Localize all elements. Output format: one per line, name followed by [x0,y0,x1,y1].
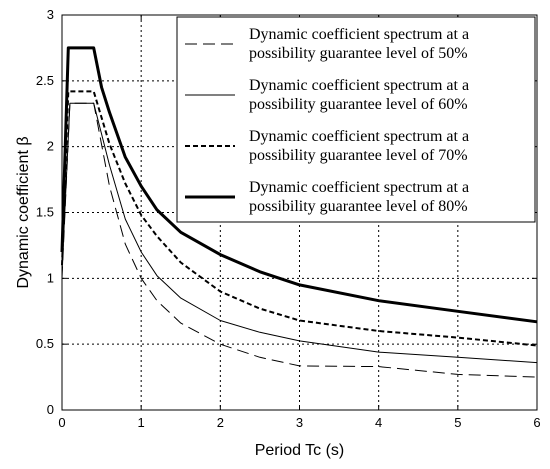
series-line-4 [60,46,538,324]
legend-label-2: Dynamic coefficient spectrum at a [249,77,469,94]
series-line-2 [61,102,538,364]
y-tick-label: 0 [47,402,54,417]
x-tick-label: 5 [454,415,461,430]
legend: Dynamic coefficient spectrum at a possibi… [176,16,536,223]
series-lines [60,46,538,378]
x-axis-label: Period Tc (s) [255,442,345,459]
x-tick-label: 3 [296,415,303,430]
legend-label-4: possibility guarantee level of 80% [249,198,468,215]
y-tick-label: 3 [47,7,54,22]
x-tick-label: 4 [375,415,382,430]
legend-label-1: possibility guarantee level of 50% [249,45,468,62]
x-tick-label: 1 [138,415,145,430]
x-tick-label: 6 [533,415,540,430]
y-tick-label: 0.5 [36,336,54,351]
legend-label-3: possibility guarantee level of 70% [249,147,468,164]
y-tick-label: 2 [47,139,54,154]
y-axis-label: Dynamic coefficient β [15,136,32,288]
legend-label-4: Dynamic coefficient spectrum at a [249,179,469,196]
legend-label-2: possibility guarantee level of 60% [249,96,468,113]
series-line-1 [61,102,538,378]
y-tick-label: 1 [47,270,54,285]
legend-label-1: Dynamic coefficient spectrum at a [249,26,469,43]
y-tick-label: 1.5 [36,205,54,220]
x-tick-label: 2 [217,415,224,430]
legend-label-3: Dynamic coefficient spectrum at a [249,128,469,145]
series-line-3 [61,90,538,347]
x-tick-label: 0 [58,415,65,430]
legend-box [176,16,536,223]
y-tick-label: 2.5 [36,73,54,88]
